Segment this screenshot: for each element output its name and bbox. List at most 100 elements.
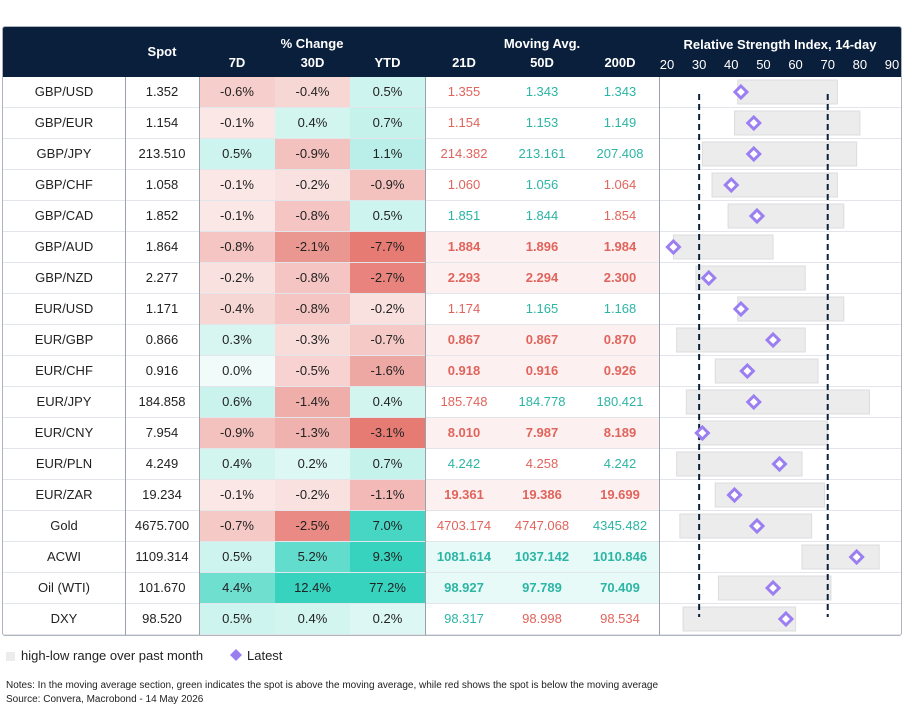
spot-value: 1109.314 [135,549,189,564]
moving-avg-ma21: 98.927 [425,573,503,603]
pct-change-d7: -0.1% [199,480,275,510]
pct-change-d30: -0.2% [275,170,350,200]
row-name: DXY [50,611,78,626]
pct-change-d30: -0.3% [275,325,350,355]
moving-avg-ma50: 7.987 [503,418,581,448]
header-21d: 21D [452,55,476,70]
pct-change-d30: 12.4% [275,573,350,603]
spot-value: 1.154 [145,115,179,130]
rsi-range-bar [727,203,845,229]
moving-avg-ma200: 4.242 [603,456,637,471]
pct-change-d30: -2.1% [275,232,350,262]
spot-value: 101.670 [138,580,186,595]
divider-spot-change [199,77,200,635]
table-row: EUR/CHF 0.916 0.0% -0.5% -1.6% 0.918 0.916 0.92… [3,356,901,387]
spot-value: 213.510 [138,146,186,161]
moving-avg-ma50: 2.294 [503,263,581,293]
moving-avg-ma50: 4747.068 [514,518,570,533]
rsi-range-bar [737,79,838,105]
pct-change-d7: 4.4% [199,573,275,603]
rsi-range-bar [737,296,845,322]
spot-value: 4.249 [145,456,179,471]
header-ytd: YTD [374,55,401,70]
table-row: EUR/GBP 0.866 0.3% -0.3% -0.7% 0.867 0.867 0.87… [3,325,901,356]
pct-change-ytd: -1.1% [350,480,425,510]
spot-value: 1.171 [145,301,179,316]
table-row: GBP/AUD 1.864 -0.8% -2.1% -7.7% 1.884 1.896 1.9… [3,232,901,263]
moving-avg-ma200: 98.534 [600,611,640,626]
moving-avg-ma21: 0.867 [425,325,503,355]
pct-change-ytd: 0.7% [350,108,425,138]
spot-value: 19.234 [142,487,182,502]
pct-change-d30: 5.2% [275,542,350,572]
moving-avg-ma21: 1.060 [447,177,481,192]
pct-change-ytd: -1.6% [350,356,425,386]
moving-avg-ma21: 1.851 [447,208,481,223]
rsi-tick-label: 50 [756,57,770,72]
header-moving-avg: Moving Avg. [503,36,581,51]
rsi-tick-label: 80 [853,57,867,72]
spot-value: 1.352 [145,84,179,99]
moving-avg-ma200: 1.854 [603,208,637,223]
pct-change-ytd: 9.3% [350,542,425,572]
row-name: EUR/USD [34,301,94,316]
pct-change-d30: 0.2% [275,449,350,479]
moving-avg-ma21: 8.010 [425,418,503,448]
pct-change-d7: -0.8% [199,232,275,262]
pct-change-d7: -0.1% [199,201,275,231]
spot-value: 1.864 [145,239,179,254]
rsi-tick-label: 40 [724,57,738,72]
rsi-tick-label: 70 [820,57,834,72]
moving-avg-ma50: 19.386 [503,480,581,510]
table-row: EUR/CNY 7.954 -0.9% -1.3% -3.1% 8.010 7.987 8.1… [3,418,901,449]
header-pct-change: % Change [280,36,344,51]
moving-avg-ma50: 97.789 [503,573,581,603]
spot-value: 0.916 [145,363,179,378]
legend-latest-label: Latest [247,648,283,663]
rsi-tick-label: 30 [692,57,706,72]
legend-range: high-low range over past month [6,648,203,663]
rsi-latest-marker [764,579,782,597]
row-name: EUR/PLN [35,456,93,471]
pct-change-d7: -0.2% [199,263,275,293]
moving-avg-ma21: 0.918 [425,356,503,386]
divider-ma-rsi [659,77,660,635]
pct-change-d30: -2.5% [275,511,350,541]
rsi-latest-marker [726,486,743,504]
row-name: ACWI [47,549,81,564]
rsi-latest-marker [748,517,766,535]
pct-change-d30: -0.9% [275,139,350,169]
rsi-title: Relative Strength Index, 14-day [683,37,877,52]
header-7d: 7D [228,55,246,70]
rsi-range-bar [682,606,797,632]
pct-change-d30: -0.8% [275,263,350,293]
spot-value: 7.954 [145,425,179,440]
header-50d: 50D [530,55,554,70]
table-row: GBP/JPY 213.510 0.5% -0.9% 1.1% 214.382 213.16… [3,139,901,170]
moving-avg-ma200: 70.409 [581,573,659,603]
moving-avg-ma21: 19.361 [425,480,503,510]
pct-change-ytd: 0.4% [350,387,425,417]
rsi-latest-marker [777,610,795,628]
pct-change-ytd: 0.5% [350,201,425,231]
rsi-latest-marker [723,176,740,194]
pct-change-d7: 0.5% [199,604,275,634]
moving-avg-ma21: 4.242 [447,456,481,471]
moving-avg-ma50: 184.778 [518,394,566,409]
moving-avg-ma50: 0.916 [503,356,581,386]
legend-latest: Latest [230,648,282,663]
pct-change-ytd: -2.7% [350,263,425,293]
rsi-latest-marker [739,362,756,380]
row-name: GBP/AUD [34,239,94,254]
rsi-latest-marker [745,393,762,411]
pct-change-d30: 0.4% [275,604,350,634]
spot-value: 1.852 [145,208,179,223]
moving-avg-ma50: 1.343 [525,84,559,99]
pct-change-ytd: 77.2% [350,573,425,603]
pct-change-d30: -0.8% [275,294,350,324]
pct-change-ytd: 0.7% [350,449,425,479]
moving-avg-ma21: 1.174 [447,301,481,316]
moving-avg-ma21: 4703.174 [436,518,492,533]
pct-change-ytd: 0.5% [350,77,425,107]
table-row: GBP/NZD 2.277 -0.2% -0.8% -2.7% 2.293 2.294 2.3… [3,263,901,294]
